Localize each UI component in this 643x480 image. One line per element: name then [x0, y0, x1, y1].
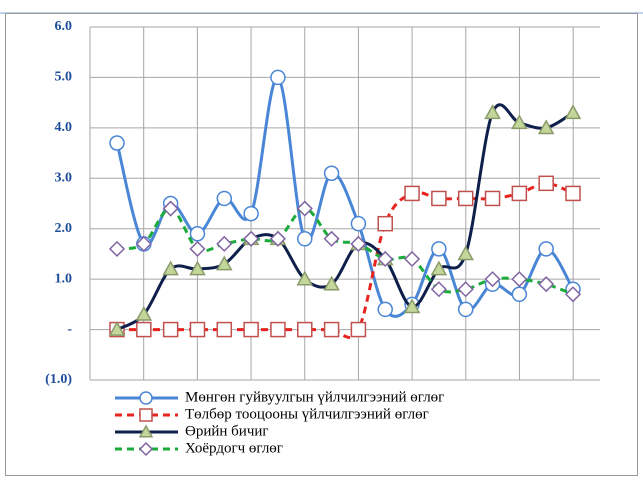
marker	[350, 235, 367, 252]
marker	[323, 321, 340, 338]
chart-frame	[5, 13, 638, 476]
marker	[404, 185, 420, 202]
marker	[538, 276, 555, 293]
marker	[484, 104, 501, 120]
marker	[323, 275, 340, 291]
marker	[565, 185, 581, 202]
marker	[297, 231, 313, 247]
marker	[457, 245, 474, 261]
marker	[403, 298, 421, 314]
marker	[350, 321, 367, 338]
legend-label: Мөнгөн гуйвуулгын үйлчилгээний өглөг	[185, 389, 444, 405]
marker	[135, 305, 153, 321]
marker	[189, 260, 206, 276]
marker	[108, 321, 126, 336]
marker	[511, 286, 528, 303]
marker	[377, 301, 393, 318]
marker	[162, 200, 179, 217]
marker	[269, 230, 287, 247]
marker	[457, 281, 474, 298]
marker	[216, 190, 233, 207]
marker	[189, 226, 206, 242]
marker	[538, 241, 554, 257]
marker	[162, 260, 179, 276]
marker	[216, 235, 233, 252]
y-tick-label: 1.0	[55, 271, 73, 286]
legend-marker	[138, 441, 154, 457]
y-tick-label: 6.0	[55, 19, 73, 34]
marker	[297, 321, 313, 338]
marker	[109, 135, 125, 151]
marker	[350, 215, 367, 232]
marker	[243, 205, 259, 222]
marker	[296, 270, 314, 286]
marker	[484, 271, 501, 288]
marker	[108, 240, 126, 257]
y-tick-label: 5.0	[55, 70, 73, 85]
marker	[323, 165, 340, 181]
marker	[377, 250, 394, 268]
marker	[511, 185, 528, 202]
marker	[270, 321, 286, 338]
marker	[189, 240, 206, 257]
marker	[136, 321, 152, 338]
legend-label: Өрийн бичиг	[185, 423, 269, 439]
marker	[216, 321, 233, 338]
marker	[135, 235, 152, 252]
y-tick-label: -	[67, 322, 72, 337]
y-tick-label: (1.0)	[45, 372, 72, 387]
marker	[430, 281, 447, 298]
marker	[431, 241, 447, 257]
legend-marker	[138, 424, 154, 438]
y-tick-label: 2.0	[55, 221, 73, 236]
y-tick-label: 3.0	[55, 171, 73, 186]
marker	[377, 215, 393, 232]
marker	[511, 271, 528, 288]
marker	[457, 301, 474, 318]
marker	[564, 286, 582, 303]
marker	[538, 175, 554, 192]
marker	[511, 114, 528, 130]
marker	[216, 255, 233, 271]
marker	[296, 200, 313, 217]
marker	[162, 321, 179, 338]
marker	[484, 190, 501, 207]
marker	[243, 230, 260, 247]
y-tick-label: 4.0	[55, 120, 73, 135]
legend-marker	[139, 408, 153, 422]
marker	[403, 250, 421, 268]
legend-marker	[139, 391, 153, 405]
marker	[537, 119, 555, 135]
legend-label: Төлбөр тооцооны үйлчилгээний өглөг	[185, 406, 429, 422]
marker	[189, 321, 206, 338]
legend-label: Хоёрдогч өглөг	[185, 440, 283, 456]
marker	[270, 69, 286, 86]
marker	[323, 230, 340, 247]
marker	[431, 190, 447, 207]
marker	[564, 104, 582, 120]
marker	[457, 190, 474, 207]
marker	[430, 260, 448, 276]
marker	[243, 321, 259, 338]
